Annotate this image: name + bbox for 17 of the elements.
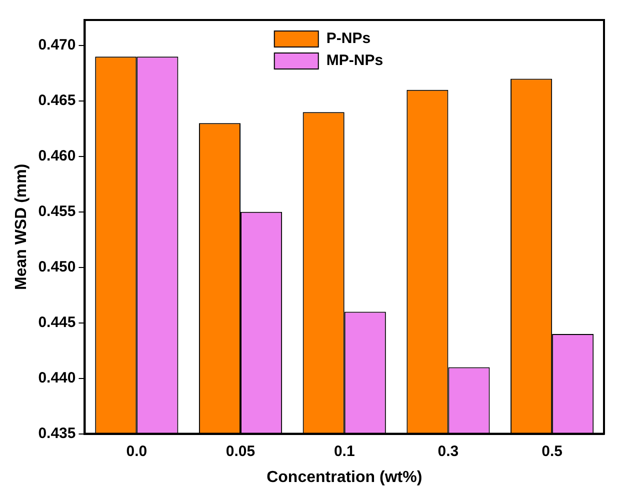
y-tick-label: 0.445	[38, 314, 76, 331]
x-axis-title: Concentration (wt%)	[266, 468, 422, 486]
x-tick-label: 0.05	[226, 442, 256, 460]
y-tick-label: 0.450	[38, 258, 76, 276]
legend-label: P-NPs	[326, 30, 371, 48]
y-tick-label: 0.470	[38, 36, 76, 54]
x-tick-label: 0.5	[542, 442, 563, 460]
y-axis-title: Mean WSD (mm)	[13, 164, 30, 290]
legend-label: MP-NPs	[326, 52, 384, 70]
y-tick-label: 0.460	[38, 148, 76, 165]
x-tick-label: 0.3	[438, 442, 459, 460]
x-tick-label: 0.0	[126, 442, 148, 460]
y-tick-label: 0.465	[38, 92, 76, 110]
y-tick-label: 0.455	[38, 203, 76, 220]
y-tick-label: 0.435	[38, 424, 76, 442]
y-tick-label: 0.440	[38, 369, 76, 386]
x-tick-label: 0.1	[334, 442, 355, 460]
